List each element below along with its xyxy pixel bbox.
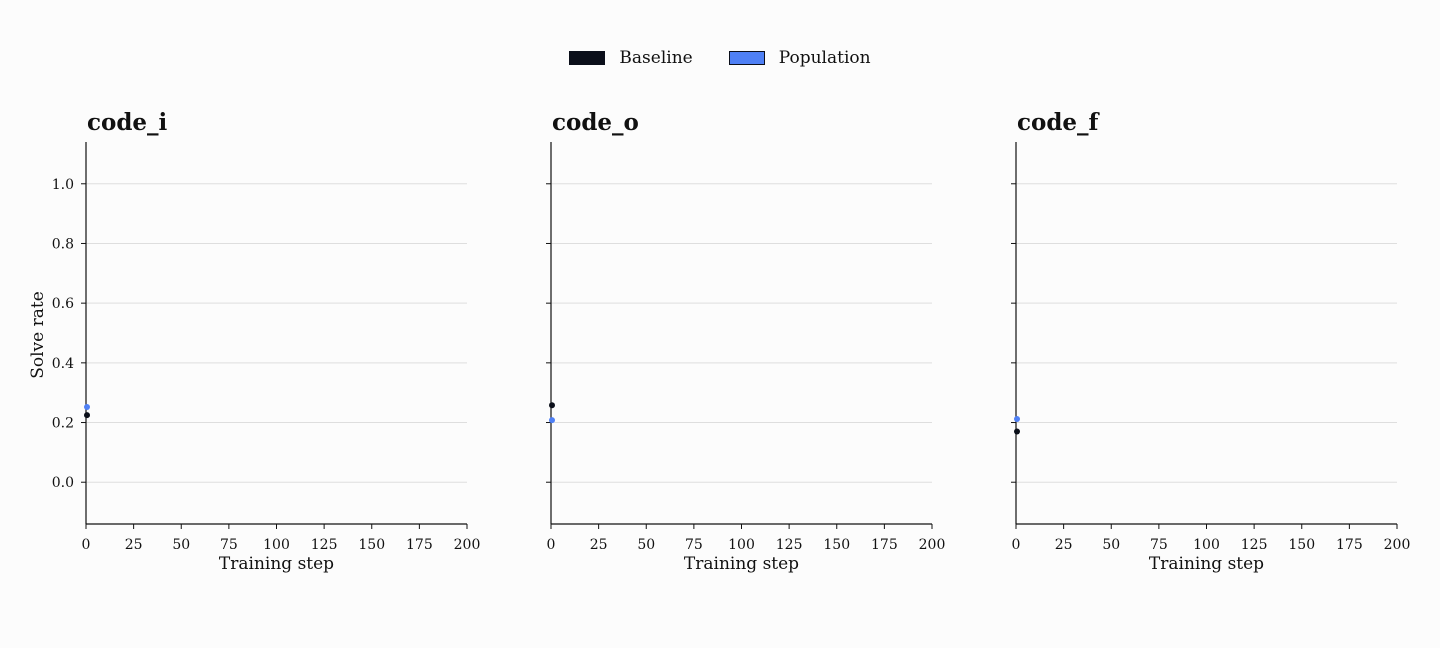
point-population xyxy=(84,404,90,411)
x-tick-label: 75 xyxy=(220,537,238,553)
y-axis-label: Solve rate xyxy=(28,291,48,379)
x-tick-label: 175 xyxy=(406,537,433,553)
legend-item-baseline: Baseline xyxy=(569,48,693,68)
x-axis-label: Training step xyxy=(1149,554,1264,574)
x-axis-label: Training step xyxy=(219,554,334,574)
panel-title: code_o xyxy=(552,109,639,136)
x-tick-label: 125 xyxy=(1241,537,1268,553)
x-tick-label: 175 xyxy=(1336,537,1363,553)
panel-code_f: code_f 0 25 50 75 100 125 150 175 200 Training ste… xyxy=(1011,109,1410,574)
x-tick-label: 100 xyxy=(1193,537,1220,553)
x-tick-label: 75 xyxy=(685,537,703,553)
legend-label-population: Population xyxy=(778,48,871,68)
y-tick-label: 1.0 xyxy=(52,177,74,193)
x-tick-label: 50 xyxy=(172,537,190,553)
legend-swatch-baseline xyxy=(569,51,606,65)
legend-item-population: Population xyxy=(728,48,871,68)
x-tick-label: 0 xyxy=(547,537,556,553)
x-tick-label: 125 xyxy=(776,537,803,553)
y-tick-label: 0.4 xyxy=(52,356,74,372)
x-tick-label: 175 xyxy=(871,537,898,553)
x-tick-label: 75 xyxy=(1150,537,1168,553)
y-tick-label: 0.0 xyxy=(52,475,74,491)
panel-title: code_i xyxy=(87,109,168,136)
point-baseline xyxy=(1014,428,1020,435)
x-tick-label: 50 xyxy=(1102,537,1120,553)
legend-label-baseline: Baseline xyxy=(619,48,693,68)
point-population xyxy=(549,417,555,424)
x-tick-label: 50 xyxy=(637,537,655,553)
x-tick-label: 25 xyxy=(1055,537,1073,553)
x-tick-label: 150 xyxy=(358,537,385,553)
panel-code_i: code_i 0.0 0.2 0.4 0.6 0.8 1.0 0 25 50 75 100 125 150… xyxy=(28,109,480,574)
y-tick-label: 0.2 xyxy=(52,416,74,432)
x-tick-label: 0 xyxy=(82,537,91,553)
panel-code_o: code_o 0 25 50 75 100 125 150 175 200 Training ste… xyxy=(546,109,945,574)
x-tick-label: 25 xyxy=(125,537,143,553)
point-population xyxy=(1014,415,1020,422)
y-tick-label: 0.6 xyxy=(52,296,74,312)
legend: Baseline Population xyxy=(0,48,1440,68)
point-baseline xyxy=(549,402,555,409)
x-tick-label: 200 xyxy=(454,537,481,553)
x-tick-label: 100 xyxy=(263,537,290,553)
x-tick-label: 150 xyxy=(1288,537,1315,553)
x-axis-label: Training step xyxy=(684,554,799,574)
x-tick-label: 100 xyxy=(728,537,755,553)
y-tick-label: 0.8 xyxy=(52,236,74,252)
legend-swatch-population xyxy=(728,51,765,65)
panel-title: code_f xyxy=(1017,109,1101,136)
point-baseline xyxy=(84,412,90,419)
x-tick-label: 125 xyxy=(311,537,338,553)
x-tick-label: 150 xyxy=(823,537,850,553)
x-tick-label: 0 xyxy=(1012,537,1021,553)
x-tick-label: 200 xyxy=(1384,537,1411,553)
x-tick-label: 25 xyxy=(590,537,608,553)
x-tick-label: 200 xyxy=(919,537,946,553)
